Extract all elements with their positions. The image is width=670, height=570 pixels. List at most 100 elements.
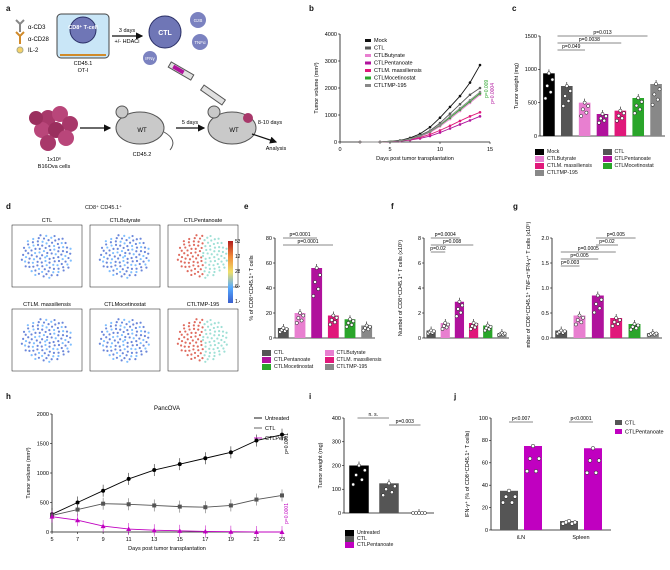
data-point: [587, 458, 593, 463]
tsne-cell: [195, 234, 198, 237]
tsne-cell: [117, 234, 120, 237]
data-point: [629, 327, 633, 332]
tsne-cell: [123, 264, 126, 267]
tsne-cell: [109, 261, 112, 264]
tsne-cell: [190, 269, 193, 272]
tsne-cell: [32, 244, 35, 247]
tsne-cell: [147, 247, 150, 250]
tsne-cell: [50, 241, 54, 244]
legend-item: Mock: [535, 149, 603, 155]
tsne-cell: [54, 323, 57, 326]
tsne-cell: [112, 251, 115, 255]
tsne-cell: [201, 338, 205, 342]
tsne-cell: [217, 237, 220, 240]
legend-swatch: [535, 149, 544, 155]
y-tick-label: 1000: [325, 113, 337, 119]
data-point: [572, 520, 578, 525]
tsne-cell: [143, 334, 147, 338]
data-point: [126, 502, 131, 507]
tsne-cell: [112, 357, 115, 361]
tsne-cell: [123, 338, 127, 342]
tsne-cell: [217, 321, 220, 324]
gzb-icon: [190, 12, 206, 28]
tsne-cell: [40, 261, 43, 264]
data-point: [101, 501, 106, 506]
legend-label: CTLM. massiliensis: [547, 163, 592, 169]
tsne-cell: [52, 263, 55, 266]
tsne-cell: [197, 328, 200, 331]
tsne-cell: [184, 246, 187, 249]
tsne-cell: [114, 327, 118, 330]
tsne-cell: [30, 338, 33, 341]
p-value: p=0.005: [570, 253, 588, 259]
tsne-cell: [194, 251, 197, 254]
tsne-cell: [56, 348, 59, 351]
tsne-cell: [131, 328, 134, 332]
p-value: p=0.008: [443, 239, 461, 245]
tsne-cell: [31, 261, 34, 264]
tsne-cell: [201, 348, 204, 351]
tsne-cell: [109, 325, 112, 328]
data-point: [203, 505, 208, 510]
y-tick-label: 0: [269, 336, 272, 342]
tsne-cell: [134, 348, 137, 351]
data-point: [318, 273, 322, 277]
bar: [440, 323, 450, 338]
tsne-cell: [98, 342, 101, 345]
tsne-cell: [221, 330, 225, 333]
tsne-cell: [47, 354, 50, 357]
tsne-cell: [101, 344, 105, 347]
tsne-cell: [142, 344, 145, 347]
tsne-cell: [143, 330, 147, 333]
tsne-cell: [178, 330, 182, 333]
tsne-cell: [135, 255, 138, 259]
tsne-cell: [199, 352, 202, 355]
tsne-cell: [122, 343, 125, 347]
chart-f: 0 2 4 6 8 Number of CD8⁺CD45.1⁺ T cells (x10⁵…: [397, 232, 509, 342]
y-tick-label: 2000: [325, 86, 337, 92]
tsne-cell: [22, 253, 25, 257]
tsne-cell: [193, 237, 196, 240]
tsne-cell: [119, 349, 122, 352]
tsne-cell: [210, 253, 213, 256]
p-value: p=0.0004: [435, 232, 456, 238]
tsne-cell: [204, 328, 207, 332]
tsne-cell: [41, 240, 44, 243]
tsne-cell: [130, 267, 134, 270]
scale-label: 122.4: [235, 254, 240, 260]
tsne-cell: [125, 270, 128, 273]
tsne-cell: [190, 335, 193, 339]
legend-item: CTLM. massiliensis: [324, 357, 388, 363]
tsne-cell: [192, 264, 195, 267]
tsne-cell: [183, 243, 186, 246]
data-point: [636, 323, 640, 328]
tsne-cell: [180, 265, 183, 268]
tsne-cell: [102, 249, 105, 252]
tsne-cell: [197, 265, 200, 268]
tsne-cell: [54, 337, 57, 340]
data-point: [364, 323, 369, 328]
tsne-cell: [210, 323, 213, 326]
tsne-cell: [208, 263, 211, 266]
data-point: [654, 82, 658, 86]
data-point: [460, 303, 465, 308]
tsne-cell: [134, 242, 137, 246]
tsne-cell: [188, 342, 192, 345]
data-point: [428, 133, 432, 136]
tsne-cell: [65, 334, 69, 338]
tsne-cell: [114, 324, 117, 327]
data-point: [502, 331, 507, 336]
tsne-cell: [130, 271, 133, 274]
panel-d-tsne: CTL CTLButyrate CTLPentanoate CTLM. massili…: [11, 218, 240, 372]
tsne-cell: [69, 336, 72, 339]
tsne-cell: [135, 339, 138, 343]
tsne-cell: [36, 327, 40, 330]
tsne-cell: [45, 326, 48, 329]
tsne-cell: [57, 255, 60, 259]
data-point: [478, 115, 482, 118]
tsne-cell: [57, 330, 61, 333]
tsne-cell: [45, 242, 48, 245]
panel-label-c: c: [512, 4, 517, 13]
tsne-cell: [98, 258, 101, 261]
tsne-cell: [56, 326, 59, 330]
